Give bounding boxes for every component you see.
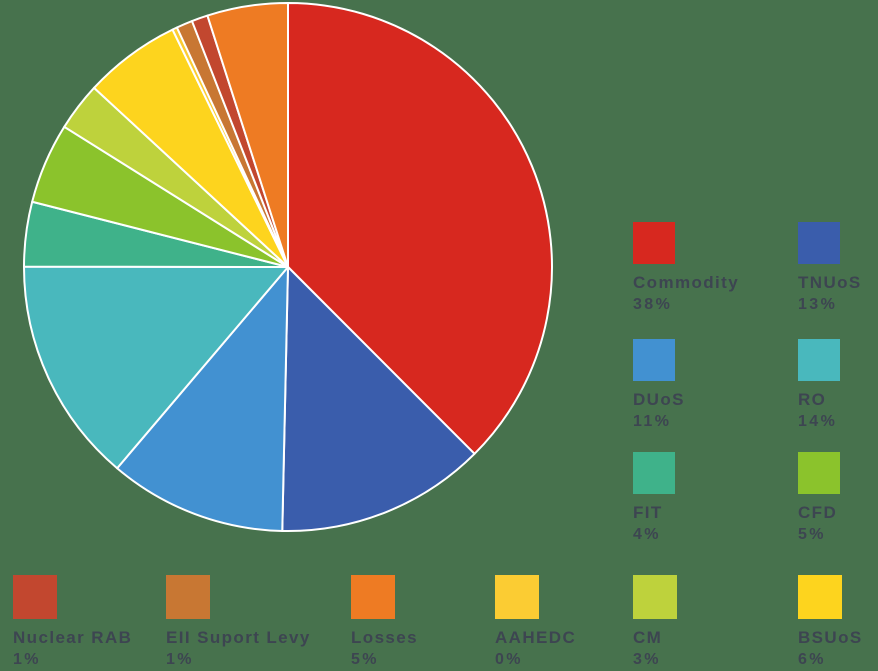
pie-slice-commodity [287, 2, 553, 455]
pie-slice-losses [206, 2, 289, 268]
legend-item-bsuos: BSUoS 6% [798, 575, 863, 669]
legend-label: BSUoS [798, 628, 863, 647]
legend-swatch [798, 339, 840, 381]
legend-item-commodity: Commodity 38% [633, 222, 739, 314]
legend-swatch [495, 575, 539, 619]
legend-item-tnuos: TNUoS 13% [798, 222, 862, 314]
legend-label: Commodity [633, 273, 740, 292]
legend-percent: 0% [495, 651, 523, 668]
legend-item-cfd: CFD 5% [798, 452, 840, 544]
legend-percent: 11% [633, 413, 672, 430]
legend-swatch [351, 575, 395, 619]
legend-label: Losses [351, 628, 418, 647]
legend-label: EII Suport Levy [166, 628, 311, 647]
legend-item-ro: RO 14% [798, 339, 840, 431]
legend-item-losses: Losses 5% [351, 575, 418, 669]
legend-label: AAHEDC [495, 628, 577, 647]
pie-slice-tnuos [281, 266, 476, 532]
pie-slice-ro [22, 265, 289, 470]
legend-label: CM [633, 628, 663, 647]
legend-swatch [798, 222, 840, 264]
legend-item-nuclear-rab: Nuclear RAB 1% [13, 575, 132, 669]
legend-swatch [633, 452, 675, 494]
legend-swatch [798, 575, 842, 619]
legend-label: FIT [633, 503, 663, 522]
legend-percent: 4% [633, 526, 661, 543]
legend-item-cm: CM 3% [633, 575, 677, 669]
legend-label: TNUoS [798, 273, 862, 292]
legend-percent: 6% [798, 651, 826, 668]
legend-percent: 14% [798, 413, 838, 430]
legend-percent: 13% [798, 296, 838, 313]
legend-swatch [633, 575, 677, 619]
legend-item-aahedc: AAHEDC 0% [495, 575, 576, 669]
legend-label: RO [798, 390, 827, 409]
legend-percent: 5% [351, 651, 379, 668]
legend-swatch [166, 575, 210, 619]
legend-item-duos: DUoS 11% [633, 339, 685, 431]
legend-label: CFD [798, 503, 838, 522]
legend-percent: 3% [633, 651, 661, 668]
legend-label: Nuclear RAB [13, 628, 133, 647]
legend-percent: 1% [13, 651, 41, 668]
legend-swatch [633, 339, 675, 381]
legend-percent: 5% [798, 526, 826, 543]
legend-swatch [13, 575, 57, 619]
legend-percent: 38% [633, 296, 673, 313]
legend-swatch [633, 222, 675, 264]
legend-item-eii-suport-levy: EII Suport Levy 1% [166, 575, 311, 669]
legend-swatch [798, 452, 840, 494]
legend-percent: 1% [166, 651, 194, 668]
legend-label: DUoS [633, 390, 685, 409]
legend-item-fit: FIT 4% [633, 452, 675, 544]
pie-slice-duos [116, 266, 289, 532]
